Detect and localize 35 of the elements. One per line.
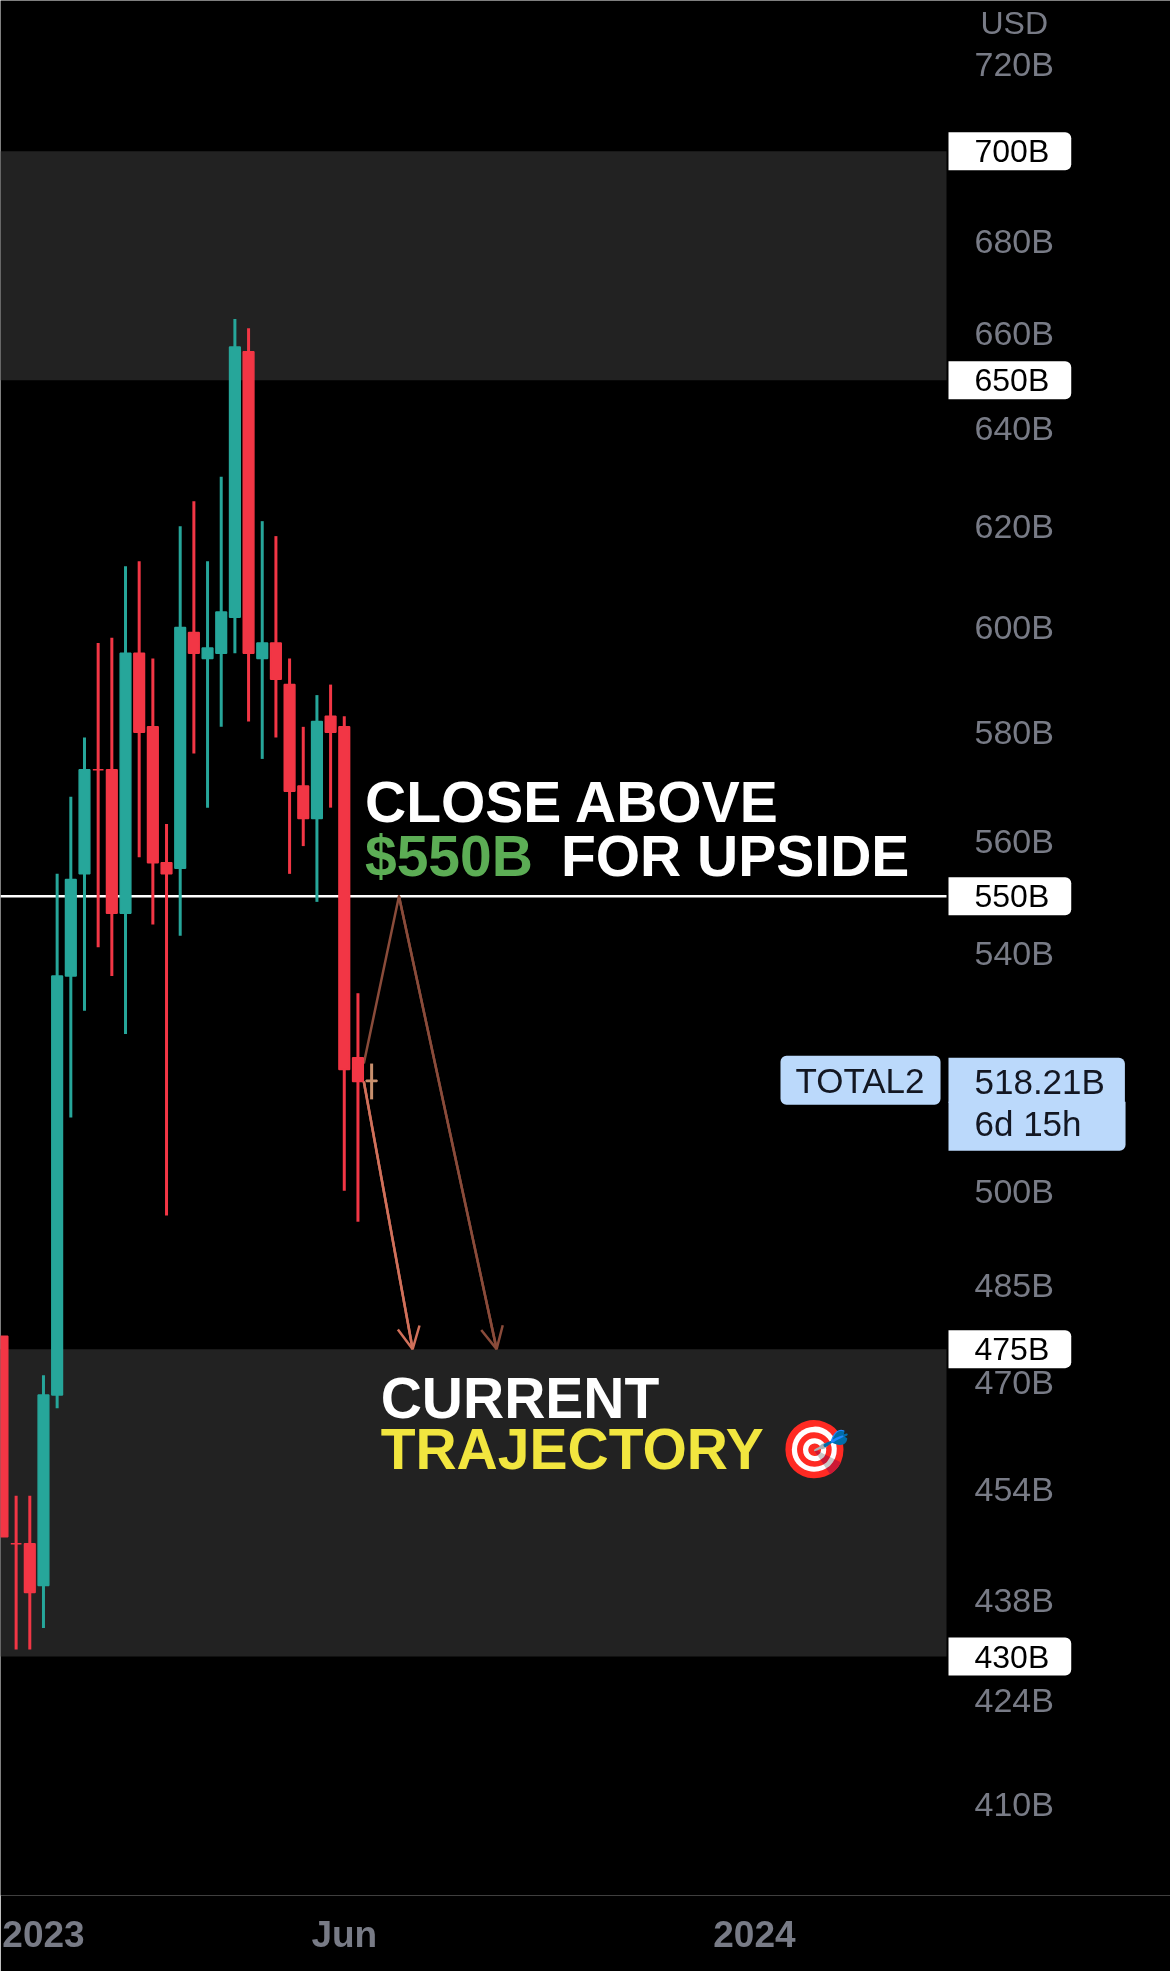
- y-tick-label: 410B: [974, 1784, 1054, 1823]
- y-tick-label: 485B: [974, 1265, 1054, 1304]
- annotation: TOTAL2: [795, 1060, 925, 1100]
- candlestick: [187, 501, 200, 754]
- candlestick: [256, 521, 269, 759]
- y-tick-label: 720B: [974, 45, 1054, 84]
- candlestick: [351, 993, 365, 1222]
- ref-line-label: 550B: [974, 878, 1050, 915]
- y-tick-label: 620B: [974, 507, 1054, 546]
- annotation: $550B: [364, 824, 533, 889]
- candlestick: [10, 1495, 23, 1650]
- annotation: 700B: [974, 133, 1050, 170]
- y-tick-label: 540B: [974, 933, 1054, 972]
- x-tick-label: 2024: [713, 1913, 797, 1955]
- annotation: 6d 15h: [974, 1103, 1082, 1143]
- x-tick-label: 2023: [2, 1913, 85, 1955]
- y-tick-label: 500B: [974, 1171, 1054, 1210]
- annotation: 650B: [974, 362, 1050, 399]
- y-tick-label: 438B: [974, 1580, 1054, 1619]
- candlestick: [160, 824, 173, 1216]
- y-tick-label: 424B: [974, 1681, 1054, 1720]
- candlestick: [365, 1063, 378, 1100]
- y-tick-label: 560B: [974, 821, 1054, 860]
- x-tick-label: Jun: [311, 1913, 378, 1955]
- y-tick-label: 454B: [974, 1469, 1054, 1508]
- annotation: FOR UPSIDE: [560, 824, 910, 889]
- candlestick: [92, 642, 105, 949]
- annotation: 430B: [974, 1638, 1050, 1675]
- annotation: 518.21B: [974, 1061, 1105, 1101]
- y-tick-label: 600B: [974, 608, 1054, 647]
- y-tick-label: 640B: [974, 409, 1054, 448]
- y-tick-label: 580B: [974, 713, 1054, 752]
- y-tick-label: 660B: [974, 314, 1054, 352]
- annotation: USD: [980, 4, 1049, 41]
- y-tick-label: 680B: [974, 221, 1054, 260]
